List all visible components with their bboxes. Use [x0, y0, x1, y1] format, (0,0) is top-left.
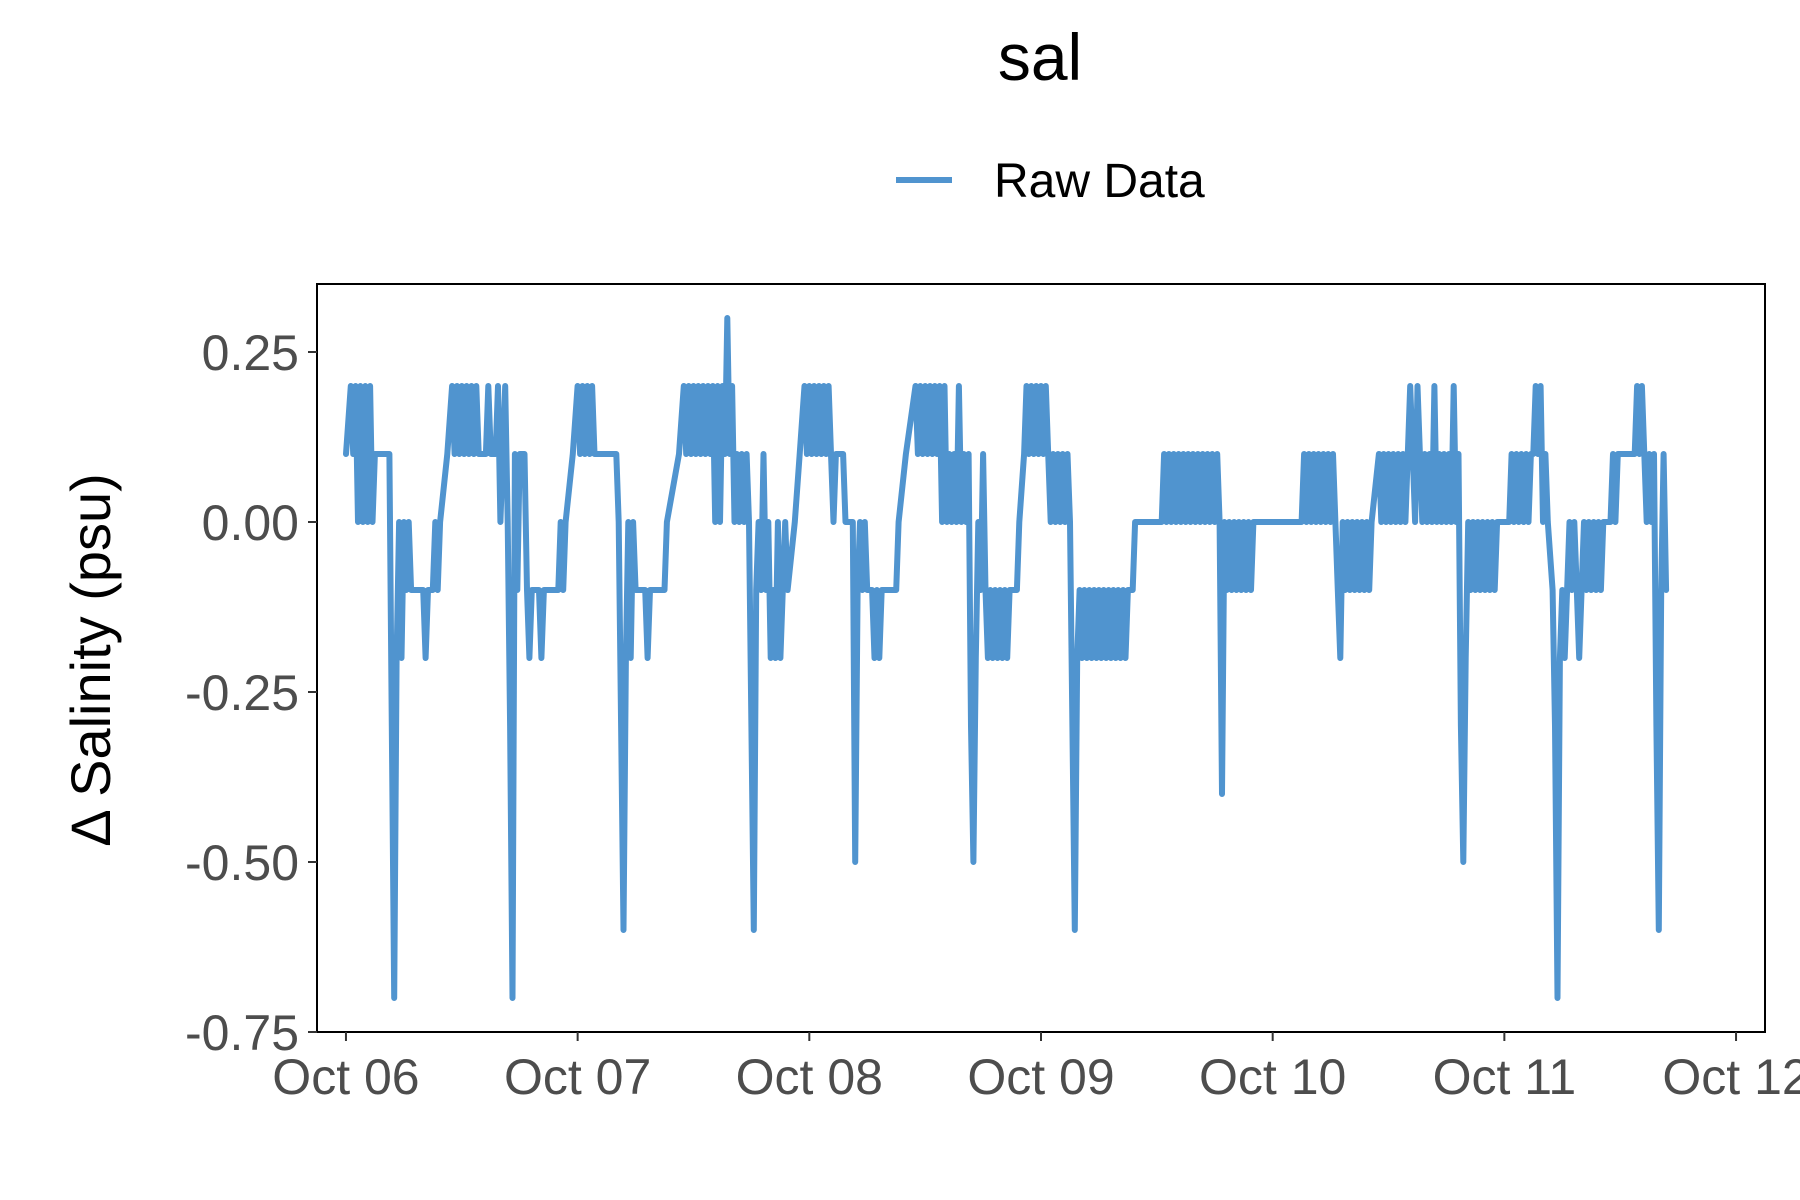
y-tick-label: -0.25 [185, 665, 299, 721]
y-axis-title: Δ Salinity (psu) [59, 473, 122, 847]
x-tick-label: Oct 11 [1433, 1049, 1577, 1105]
y-tick-label: 0.00 [202, 495, 299, 551]
series-line-raw-data [343, 315, 1670, 1001]
legend: Raw Data [896, 155, 1205, 208]
legend-label-raw-data: Raw Data [994, 155, 1205, 208]
x-tick-label: Oct 07 [504, 1049, 651, 1105]
x-tick-label: Oct 06 [272, 1049, 419, 1105]
y-tick-label: 0.25 [202, 325, 299, 381]
x-tick-label: Oct 09 [967, 1049, 1114, 1105]
series-layer [343, 315, 1670, 1001]
x-tick-label: Oct 08 [736, 1049, 883, 1105]
x-axis: Oct 06 Oct 07 Oct 08 Oct 09 Oct 10 Oct 11 Oct … [272, 1032, 1800, 1105]
chart-title: sal [998, 20, 1082, 94]
x-tick-label: Oct 10 [1199, 1049, 1346, 1105]
x-tick-label: Oct 12 [1662, 1049, 1800, 1105]
y-tick-label: -0.75 [185, 1005, 299, 1061]
y-tick-label: -0.50 [185, 835, 299, 891]
y-axis: 0.25 0.00 -0.25 -0.50 -0.75 [185, 325, 317, 1061]
